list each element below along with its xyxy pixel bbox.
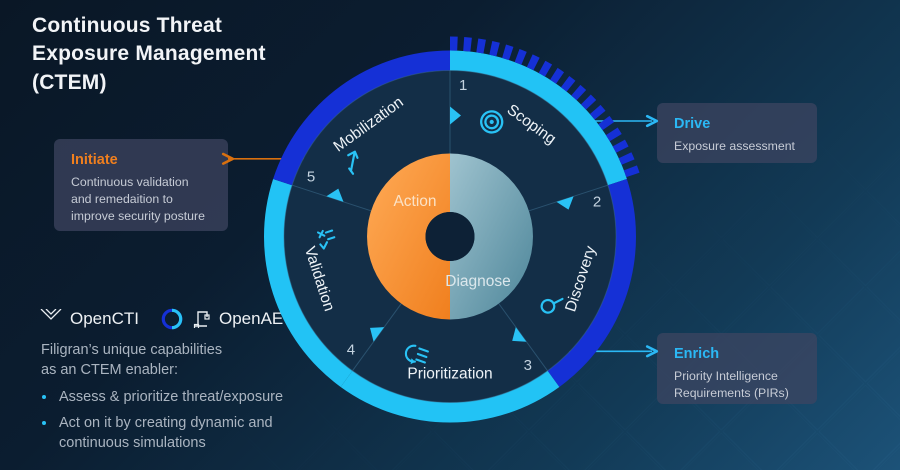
svg-text:1: 1	[459, 77, 467, 94]
svg-text:3: 3	[524, 357, 532, 374]
svg-text:Action: Action	[393, 193, 436, 210]
svg-text:Prioritization: Prioritization	[407, 366, 492, 383]
svg-text:5: 5	[307, 168, 315, 185]
svg-text:4: 4	[347, 341, 355, 358]
svg-text:2: 2	[593, 193, 601, 210]
svg-text:Diagnose: Diagnose	[445, 273, 511, 290]
